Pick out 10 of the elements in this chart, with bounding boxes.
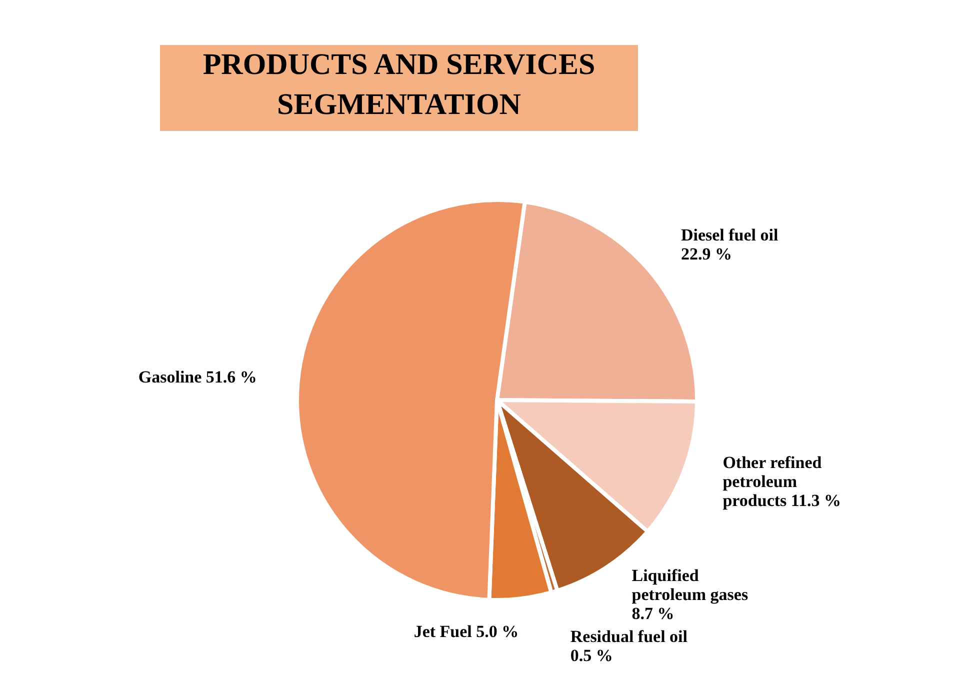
chart-title: PRODUCTS AND SERVICES SEGMENTATION bbox=[202, 48, 596, 121]
data-label: 22.9 % bbox=[680, 244, 732, 264]
slice-label: Residual fuel oil bbox=[570, 627, 688, 646]
slice-label: Gasoline 51.6 % bbox=[138, 368, 257, 387]
slice-label: Liquified petroleum gases bbox=[632, 566, 748, 604]
slice-label: Other refined petroleum products 11.3 % bbox=[722, 452, 841, 510]
data-label: 8.7 % bbox=[632, 604, 674, 624]
slice-label: Diesel fuel oil bbox=[680, 226, 778, 245]
data-label: 0.5 % bbox=[570, 646, 613, 666]
slice-label: Jet Fuel 5.0 % bbox=[414, 622, 519, 641]
